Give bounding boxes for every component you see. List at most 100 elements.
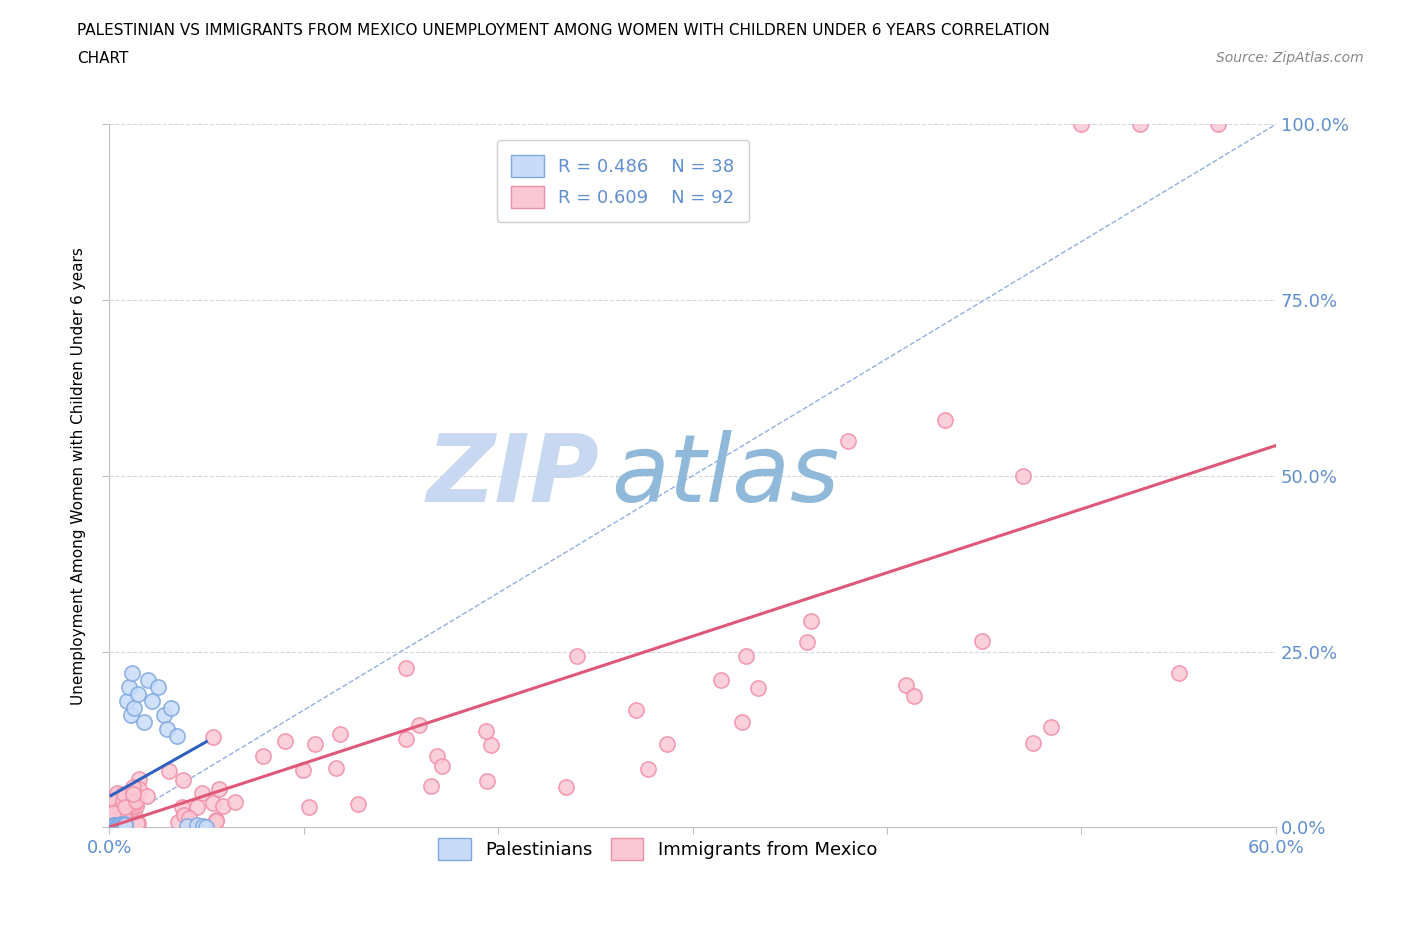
Point	[291, 763, 314, 777]
Point	[167, 815, 190, 830]
Point	[114, 817, 136, 832]
Point	[894, 678, 917, 693]
Text: atlas: atlas	[610, 431, 839, 522]
Point	[637, 762, 659, 777]
Point	[152, 708, 174, 723]
Text: PALESTINIAN VS IMMIGRANTS FROM MEXICO UNEMPLOYMENT AMONG WOMEN WITH CHILDREN UND: PALESTINIAN VS IMMIGRANTS FROM MEXICO UN…	[77, 23, 1050, 38]
Point	[105, 786, 128, 801]
Point	[731, 714, 754, 729]
Point	[1070, 117, 1092, 132]
Point	[252, 749, 274, 764]
Point	[117, 679, 139, 694]
Point	[1206, 117, 1229, 132]
Point	[394, 660, 416, 675]
Point	[100, 800, 122, 815]
Point	[122, 805, 145, 820]
Point	[108, 802, 131, 817]
Point	[173, 772, 195, 787]
Point	[202, 729, 225, 744]
Point	[224, 795, 246, 810]
Point	[747, 680, 769, 695]
Point	[325, 761, 347, 776]
Point	[124, 787, 146, 802]
Point	[1167, 665, 1189, 680]
Point	[101, 819, 124, 834]
Point	[212, 799, 235, 814]
Text: ZIP: ZIP	[426, 430, 599, 522]
Point	[157, 764, 180, 779]
Point	[127, 816, 149, 830]
Point	[1039, 719, 1062, 734]
Point	[108, 789, 131, 804]
Point	[111, 817, 134, 832]
Point	[655, 737, 678, 751]
Point	[970, 633, 993, 648]
Point	[176, 818, 198, 833]
Legend: Palestinians, Immigrants from Mexico: Palestinians, Immigrants from Mexico	[432, 831, 884, 868]
Point	[191, 786, 214, 801]
Point	[124, 700, 146, 715]
Point	[104, 792, 127, 807]
Point	[105, 819, 128, 834]
Point	[103, 796, 125, 811]
Point	[624, 702, 647, 717]
Point	[111, 817, 134, 832]
Point	[103, 806, 125, 821]
Point	[304, 737, 326, 751]
Point	[121, 787, 143, 802]
Point	[903, 688, 925, 703]
Point	[100, 801, 122, 816]
Point	[108, 818, 131, 833]
Point	[101, 813, 124, 828]
Point	[160, 700, 183, 715]
Point	[104, 817, 127, 832]
Point	[125, 816, 148, 830]
Point	[735, 648, 758, 663]
Point	[565, 648, 588, 663]
Point	[329, 727, 352, 742]
Point	[114, 805, 136, 820]
Point	[934, 412, 956, 427]
Point	[173, 807, 195, 822]
Point	[120, 797, 142, 812]
Point	[204, 814, 226, 829]
Point	[107, 787, 129, 802]
Point	[115, 694, 138, 709]
Point	[101, 818, 124, 833]
Point	[105, 789, 128, 804]
Point	[347, 797, 370, 812]
Point	[110, 817, 132, 831]
Point	[796, 634, 818, 649]
Point	[186, 817, 208, 832]
Point	[426, 749, 449, 764]
Point	[479, 737, 502, 752]
Point	[105, 818, 128, 833]
Point	[156, 722, 179, 737]
Point	[1022, 736, 1045, 751]
Point	[298, 800, 321, 815]
Point	[179, 811, 201, 826]
Point	[208, 781, 231, 796]
Point	[104, 815, 127, 830]
Point	[100, 818, 122, 833]
Point	[105, 817, 128, 832]
Point	[475, 774, 498, 789]
Text: Source: ZipAtlas.com: Source: ZipAtlas.com	[1216, 51, 1364, 65]
Point	[1129, 117, 1152, 132]
Point	[104, 819, 127, 834]
Point	[136, 672, 159, 687]
Point	[108, 818, 131, 833]
Point	[141, 694, 163, 709]
Point	[111, 793, 134, 808]
Point	[103, 803, 125, 817]
Point	[98, 819, 121, 834]
Point	[101, 817, 124, 832]
Point	[128, 782, 150, 797]
Point	[408, 717, 430, 732]
Point	[432, 759, 454, 774]
Point	[104, 818, 127, 833]
Point	[101, 819, 124, 834]
Point	[202, 795, 225, 810]
Point	[420, 778, 443, 793]
Point	[112, 787, 135, 802]
